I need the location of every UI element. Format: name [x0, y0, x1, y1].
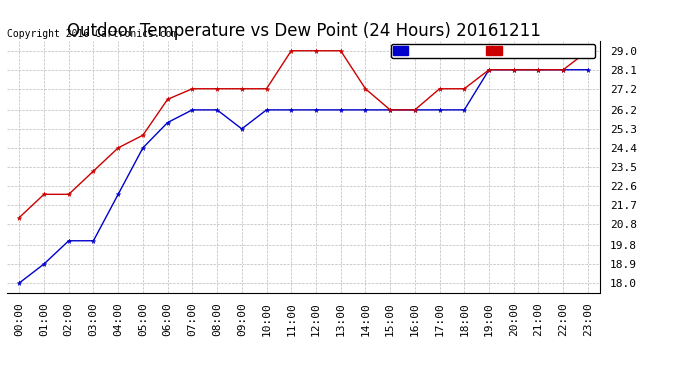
Legend: Dew Point (°F), Temperature (°F): Dew Point (°F), Temperature (°F) [391, 44, 595, 58]
Text: Copyright 2016 Cartronics.com: Copyright 2016 Cartronics.com [7, 29, 177, 39]
Title: Outdoor Temperature vs Dew Point (24 Hours) 20161211: Outdoor Temperature vs Dew Point (24 Hou… [67, 22, 540, 40]
